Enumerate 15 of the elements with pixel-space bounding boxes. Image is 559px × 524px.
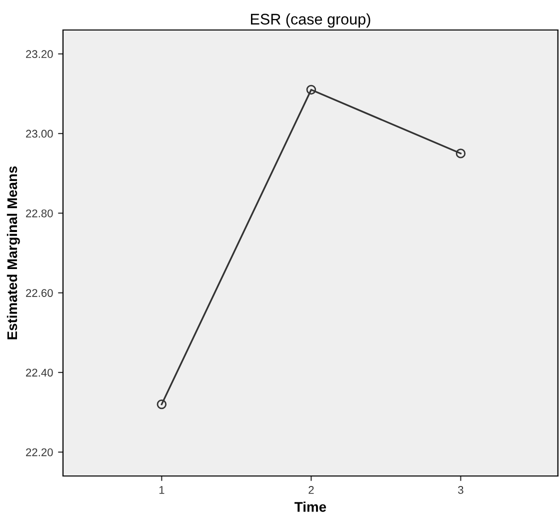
y-tick-label: 23.00 — [26, 130, 53, 138]
point — [306, 84, 316, 95]
y-tick-label: 22.20 — [26, 448, 53, 456]
point — [456, 148, 466, 158]
x-axis-title: Time — [294, 502, 326, 512]
chart-title: ESR (case group) — [250, 13, 370, 28]
y-tick-label: 23.20 — [26, 50, 53, 58]
y-tick-label: 22.40 — [26, 368, 53, 377]
point — [156, 399, 167, 410]
y-tick-label: 22.80 — [26, 209, 53, 218]
x-tick-label: 1 — [159, 486, 164, 494]
x-tick-label: 2 — [308, 486, 314, 494]
x-tick-label: 3 — [458, 486, 464, 494]
y-axis-title: Estimated Marginal Means — [6, 166, 20, 340]
y-tick-label: 22.60 — [26, 289, 53, 297]
